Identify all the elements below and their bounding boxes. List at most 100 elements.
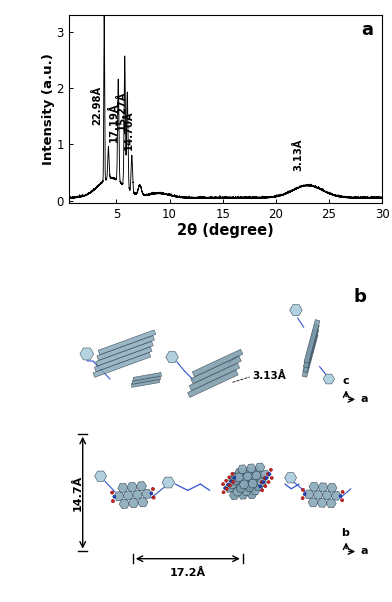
Circle shape xyxy=(268,473,271,476)
Polygon shape xyxy=(114,492,124,501)
Polygon shape xyxy=(254,478,264,487)
Polygon shape xyxy=(132,376,161,384)
Polygon shape xyxy=(240,476,249,485)
Polygon shape xyxy=(304,320,320,363)
Text: 3.13Å: 3.13Å xyxy=(293,139,303,172)
Circle shape xyxy=(113,495,116,498)
Polygon shape xyxy=(93,353,151,377)
Polygon shape xyxy=(132,490,143,499)
Circle shape xyxy=(266,473,269,476)
Polygon shape xyxy=(326,499,336,507)
Circle shape xyxy=(270,476,273,479)
Circle shape xyxy=(341,491,344,494)
Circle shape xyxy=(341,498,344,502)
Text: a: a xyxy=(361,394,368,405)
Polygon shape xyxy=(260,470,270,479)
Text: c: c xyxy=(342,376,349,386)
Circle shape xyxy=(263,477,266,480)
Polygon shape xyxy=(118,483,128,492)
Polygon shape xyxy=(251,482,261,491)
Polygon shape xyxy=(252,471,261,480)
Y-axis label: Intensity (a.u.): Intensity (a.u.) xyxy=(42,53,55,165)
Circle shape xyxy=(265,477,268,480)
Polygon shape xyxy=(322,491,332,500)
Circle shape xyxy=(303,492,306,495)
Polygon shape xyxy=(245,483,254,492)
Polygon shape xyxy=(302,334,318,377)
Polygon shape xyxy=(249,471,259,480)
Circle shape xyxy=(339,494,342,497)
Polygon shape xyxy=(257,478,267,487)
Polygon shape xyxy=(304,490,314,499)
Polygon shape xyxy=(238,475,247,484)
Polygon shape xyxy=(127,482,137,492)
Polygon shape xyxy=(236,483,246,492)
Circle shape xyxy=(301,497,304,500)
Text: 14.70Å: 14.70Å xyxy=(123,110,134,150)
Polygon shape xyxy=(243,472,252,481)
Polygon shape xyxy=(191,356,241,383)
Polygon shape xyxy=(318,483,328,492)
Polygon shape xyxy=(303,329,319,373)
Polygon shape xyxy=(309,482,319,491)
Polygon shape xyxy=(80,348,94,360)
Circle shape xyxy=(262,481,265,483)
Polygon shape xyxy=(240,471,250,480)
Circle shape xyxy=(264,485,267,488)
Polygon shape xyxy=(255,463,265,472)
Text: 3.13Å: 3.13Å xyxy=(253,371,287,381)
Circle shape xyxy=(261,489,264,492)
Polygon shape xyxy=(231,476,241,485)
Polygon shape xyxy=(248,479,258,488)
Polygon shape xyxy=(290,305,302,315)
Text: 17.2Å: 17.2Å xyxy=(170,568,206,577)
Polygon shape xyxy=(94,347,152,371)
Polygon shape xyxy=(246,475,256,483)
Circle shape xyxy=(233,476,236,479)
Circle shape xyxy=(231,473,234,476)
Polygon shape xyxy=(235,468,244,477)
Polygon shape xyxy=(257,474,267,483)
Polygon shape xyxy=(238,465,247,474)
Circle shape xyxy=(230,480,233,483)
Polygon shape xyxy=(225,483,234,492)
Circle shape xyxy=(232,480,235,483)
Polygon shape xyxy=(317,498,327,507)
Polygon shape xyxy=(131,379,160,388)
Circle shape xyxy=(267,480,270,483)
Polygon shape xyxy=(250,486,260,495)
Polygon shape xyxy=(239,480,249,489)
Text: b: b xyxy=(354,288,367,306)
Text: b: b xyxy=(341,528,349,538)
Circle shape xyxy=(150,492,153,495)
Circle shape xyxy=(222,491,225,494)
Circle shape xyxy=(227,483,230,486)
Polygon shape xyxy=(252,467,262,476)
Text: a: a xyxy=(361,547,368,556)
Circle shape xyxy=(221,483,225,486)
Polygon shape xyxy=(119,499,129,509)
Polygon shape xyxy=(133,373,162,381)
Circle shape xyxy=(111,491,114,494)
Text: 17.19Å: 17.19Å xyxy=(109,102,119,141)
Polygon shape xyxy=(229,491,239,500)
Polygon shape xyxy=(229,476,238,485)
Polygon shape xyxy=(323,374,334,384)
Circle shape xyxy=(152,496,155,499)
Polygon shape xyxy=(138,498,148,507)
X-axis label: 2θ (degree): 2θ (degree) xyxy=(177,223,274,238)
Polygon shape xyxy=(96,341,153,366)
Polygon shape xyxy=(228,480,238,489)
Polygon shape xyxy=(94,471,107,482)
Circle shape xyxy=(269,468,272,471)
Polygon shape xyxy=(238,491,248,499)
Polygon shape xyxy=(136,482,147,491)
Polygon shape xyxy=(98,330,156,355)
Circle shape xyxy=(259,485,261,488)
Polygon shape xyxy=(242,483,252,491)
Circle shape xyxy=(225,488,228,491)
Polygon shape xyxy=(308,498,318,507)
Polygon shape xyxy=(236,479,246,488)
Polygon shape xyxy=(166,352,178,362)
Polygon shape xyxy=(249,475,258,484)
